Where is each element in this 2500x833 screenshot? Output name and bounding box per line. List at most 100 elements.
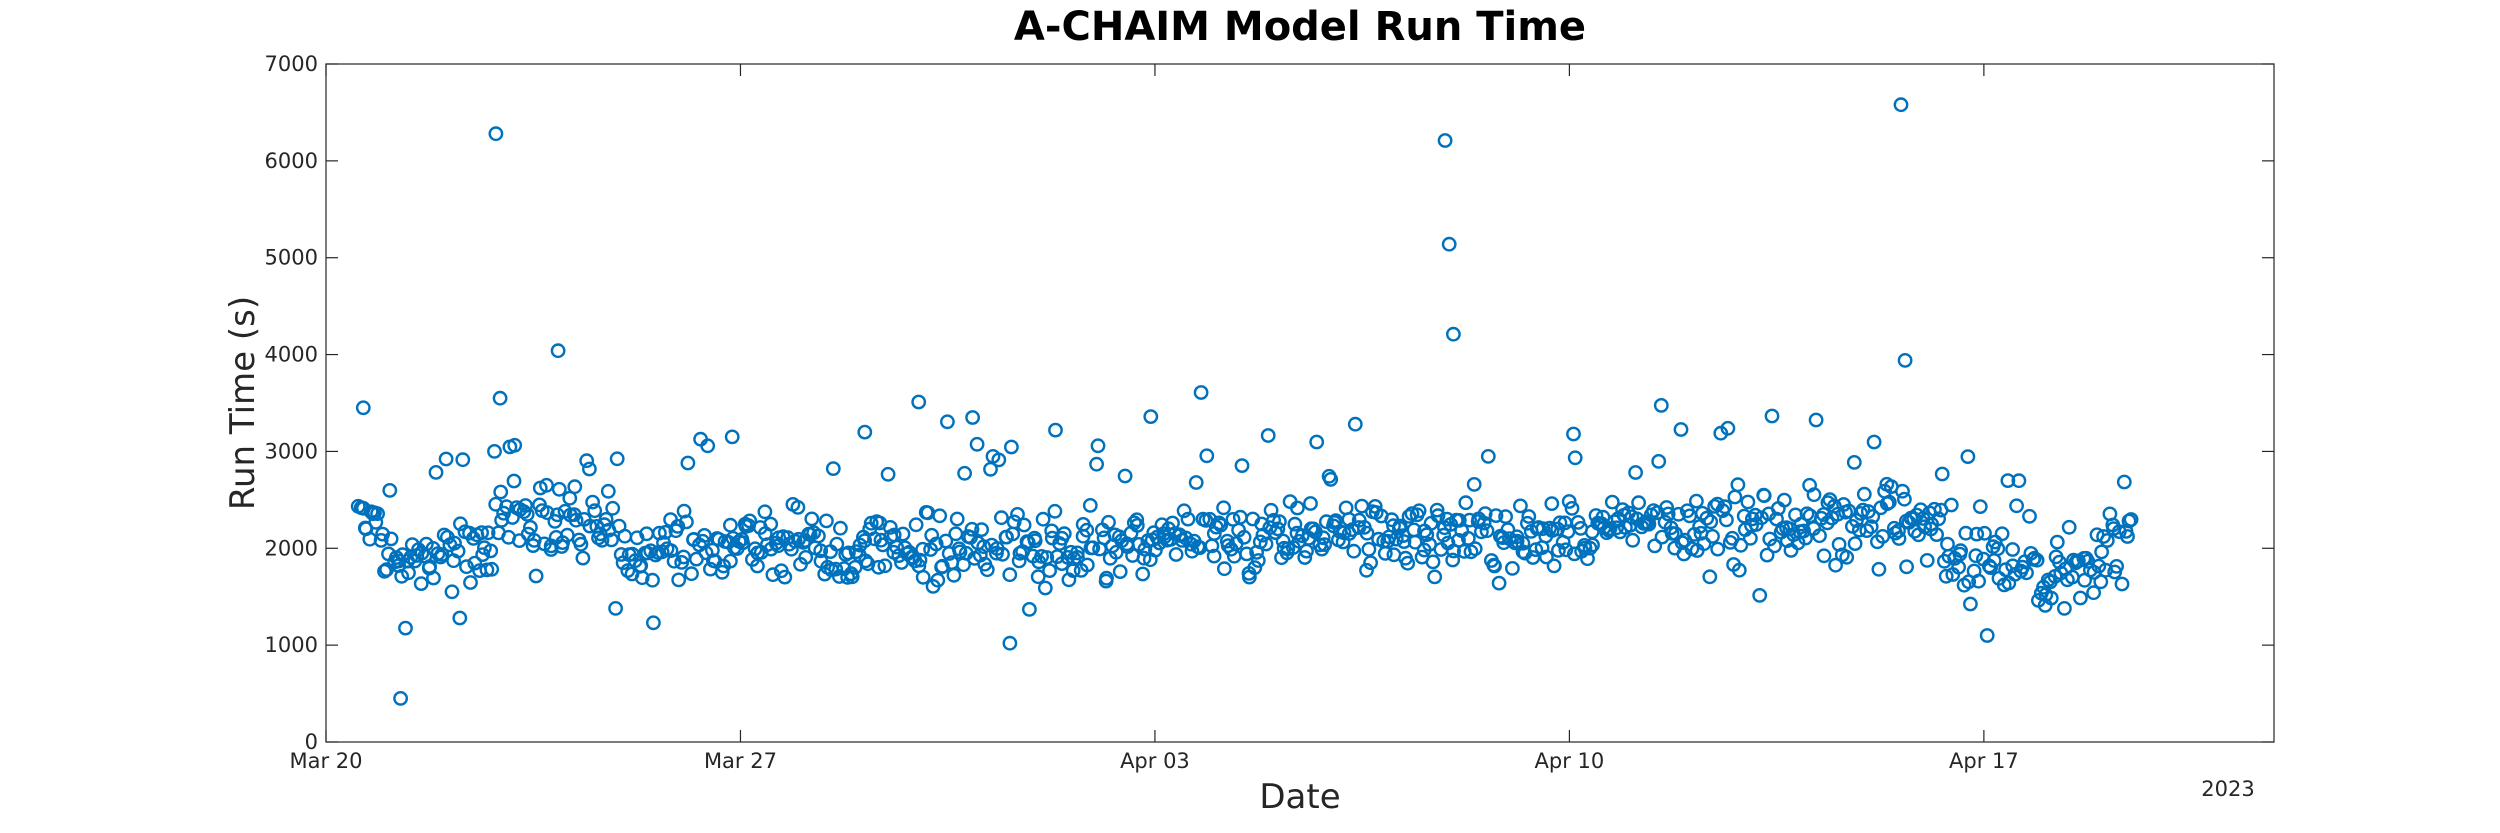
data-point (1126, 515, 1142, 531)
data-point (1977, 525, 1992, 541)
data-point (1466, 476, 1482, 492)
data-point (2049, 534, 2065, 550)
data-point (1129, 518, 1145, 533)
data-point-outlier (1048, 422, 1063, 438)
data-point-outlier (492, 390, 508, 406)
data-point (1188, 475, 1204, 490)
data-point (444, 584, 460, 600)
data-point (1089, 456, 1105, 472)
data-point (1958, 525, 1974, 541)
data-point (1515, 535, 1531, 551)
x-axis-year-label: 2023 (2201, 777, 2254, 801)
data-point (474, 525, 489, 540)
data-point (450, 543, 466, 559)
data-point (463, 575, 478, 590)
data-point (657, 525, 673, 540)
plot-area-frame (325, 63, 2275, 743)
data-point (475, 547, 491, 562)
data-point (452, 516, 468, 532)
data-point (1776, 492, 1792, 508)
data-point (1660, 506, 1676, 522)
data-point (895, 526, 911, 542)
data-point (1168, 547, 1184, 562)
chart-title: A-CHAIM Model Run Time (1014, 4, 1586, 50)
data-point (957, 465, 972, 481)
data-point (2099, 533, 2115, 548)
data-point (1129, 512, 1145, 528)
data-point (679, 514, 694, 530)
data-point-outlier (1441, 236, 1457, 252)
data-point (915, 541, 931, 557)
data-point (684, 566, 699, 582)
data-point (1585, 537, 1600, 553)
data-point (382, 482, 398, 498)
data-point (483, 543, 499, 559)
data-point (964, 521, 980, 537)
data-point (1604, 494, 1620, 510)
data-point (1101, 514, 1116, 530)
data-point (1859, 523, 1875, 538)
data-point (1287, 516, 1303, 532)
data-point (763, 516, 779, 532)
data-point (2061, 519, 2077, 535)
data-point (949, 511, 965, 527)
data-point (1521, 509, 1537, 524)
data-point (523, 520, 538, 535)
data-point (459, 559, 474, 575)
data-point (1039, 550, 1055, 565)
data-point (2116, 474, 2132, 490)
data-point (645, 572, 660, 588)
data-point (1827, 498, 1842, 514)
data-point (976, 539, 992, 555)
data-point (819, 513, 834, 529)
data-point (1272, 514, 1287, 529)
data-point-outlier (393, 691, 408, 706)
data-point (1513, 498, 1528, 514)
data-point (383, 531, 399, 547)
data-point-outlier (1002, 635, 1018, 651)
data-point (940, 414, 955, 430)
data-point (567, 479, 583, 495)
data-point (447, 535, 462, 551)
data-point (1176, 503, 1192, 519)
data-point (1462, 512, 1478, 528)
data-point (1392, 518, 1408, 534)
data-point (1969, 526, 1985, 542)
data-point (1165, 515, 1180, 531)
data-point (974, 522, 989, 537)
data-point (493, 484, 509, 500)
data-point (484, 561, 500, 577)
data-point (1558, 542, 1574, 558)
data-point (671, 572, 687, 588)
data-point (742, 513, 758, 529)
data-point (1474, 524, 1489, 540)
data-point (1445, 552, 1461, 568)
y-tick-label: 6000 (265, 149, 318, 173)
data-point (700, 438, 716, 454)
data-point (1079, 522, 1095, 538)
data-point (2120, 529, 2135, 544)
data-point (1730, 477, 1746, 493)
data-point (539, 505, 555, 521)
data-point (1528, 542, 1544, 557)
y-axis-label: Run Time (s) (223, 296, 263, 510)
data-point (1828, 557, 1844, 573)
data-point (1263, 502, 1279, 518)
data-point (1315, 530, 1331, 546)
data-point (2043, 590, 2059, 606)
data-point (1798, 530, 1813, 546)
data-point (1042, 563, 1058, 578)
data-point (1913, 502, 1929, 518)
data-point (1112, 564, 1128, 579)
x-tick-label: Mar 20 (289, 749, 362, 773)
data-point (555, 535, 570, 550)
data-point (1963, 596, 1978, 612)
data-point (1943, 497, 1959, 513)
data-point (1037, 580, 1053, 596)
data-point (811, 528, 826, 544)
data-point (499, 499, 514, 515)
data-point (1871, 561, 1887, 577)
data-point (784, 541, 799, 557)
data-point (1653, 397, 1669, 413)
